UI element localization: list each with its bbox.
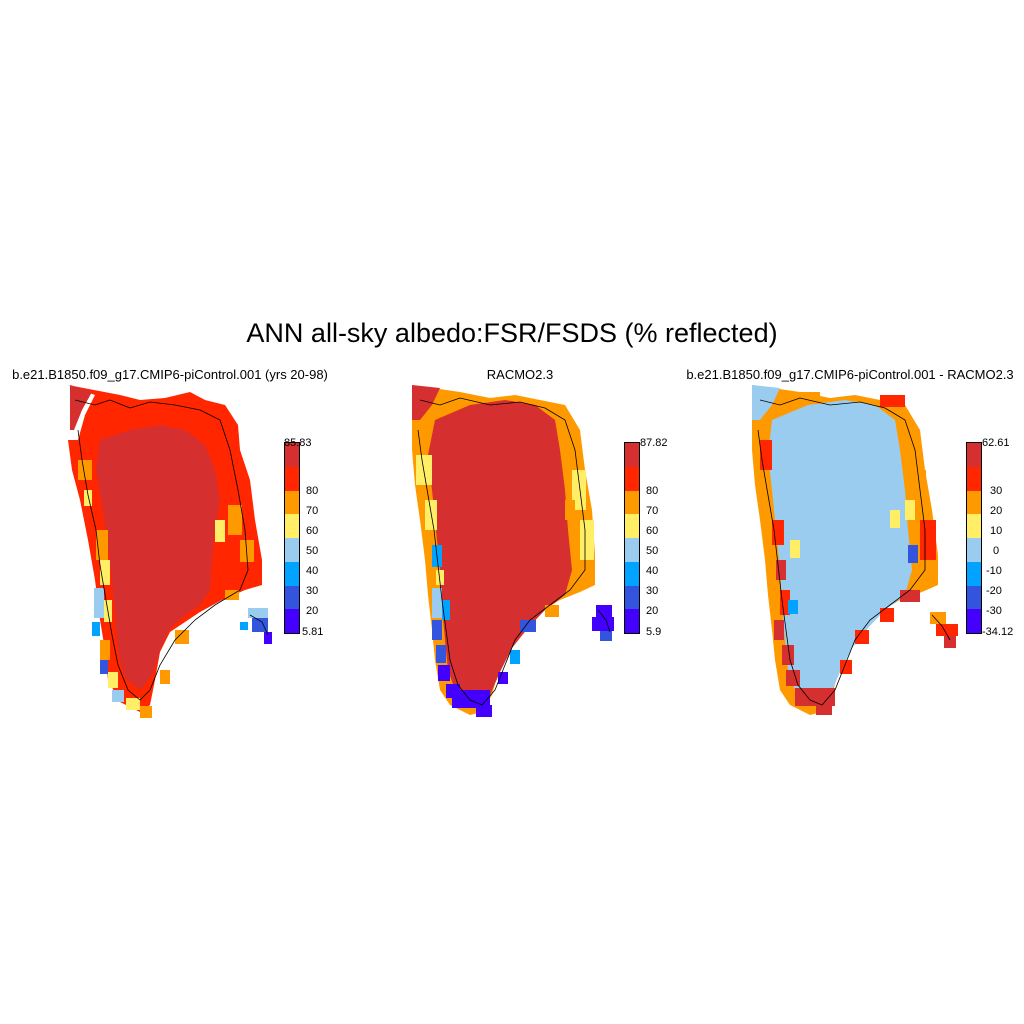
panel-1-map	[68, 385, 272, 718]
colorbar-label: -10	[986, 565, 1002, 577]
colorbar-label: 87.82	[640, 437, 668, 449]
colorbar-label: 5.9	[646, 626, 662, 638]
colorbar-label: 80	[646, 485, 659, 497]
panel-1-interior-region	[96, 425, 220, 690]
panel-3-interior-region	[768, 400, 912, 700]
colorbar-label: 70	[306, 505, 319, 517]
colorbar-label: -30	[986, 605, 1002, 617]
colorbar-label: 20	[990, 505, 1003, 517]
panel-2-title: RACMO2.3	[486, 367, 554, 382]
colorbar-label: 85.83	[284, 437, 312, 449]
colorbar-label: 60	[646, 525, 659, 537]
panel-2-map	[412, 385, 614, 717]
colorbar-label: 62.61	[982, 437, 1010, 449]
colorbar-label: 5.81	[302, 626, 324, 638]
panel-1-colorbar	[284, 442, 300, 634]
colorbar-label: 40	[646, 565, 659, 577]
colorbar-label: 60	[306, 525, 319, 537]
panel-2-colorbar	[624, 442, 640, 634]
colorbar-label: 30	[646, 585, 659, 597]
colorbar-label: -34.12	[982, 626, 1014, 638]
colorbar-label: 30	[990, 485, 1003, 497]
colorbar-label: 0	[993, 545, 1000, 557]
colorbar-label: -20	[986, 585, 1002, 597]
colorbar-label: 20	[306, 605, 319, 617]
colorbar-label: 50	[306, 545, 319, 557]
panel-1-title: b.e21.B1850.f09_g17.CMIP6-piControl.001 …	[12, 367, 328, 382]
colorbar-label: 70	[646, 505, 659, 517]
colorbar-label: 20	[646, 605, 659, 617]
panel-2-interior-region	[428, 400, 572, 700]
colorbar-label: 40	[306, 565, 319, 577]
panel-3-title: b.e21.B1850.f09_g17.CMIP6-piControl.001 …	[686, 367, 1014, 382]
panel-3-map	[752, 385, 958, 715]
colorbar-label: 10	[990, 525, 1003, 537]
colorbar-label: 30	[306, 585, 319, 597]
colorbar-label: 50	[646, 545, 659, 557]
colorbar-label: 80	[306, 485, 319, 497]
panel-3-colorbar	[966, 442, 982, 634]
page-title: ANN all-sky albedo:FSR/FSDS (% reflected…	[246, 318, 778, 348]
